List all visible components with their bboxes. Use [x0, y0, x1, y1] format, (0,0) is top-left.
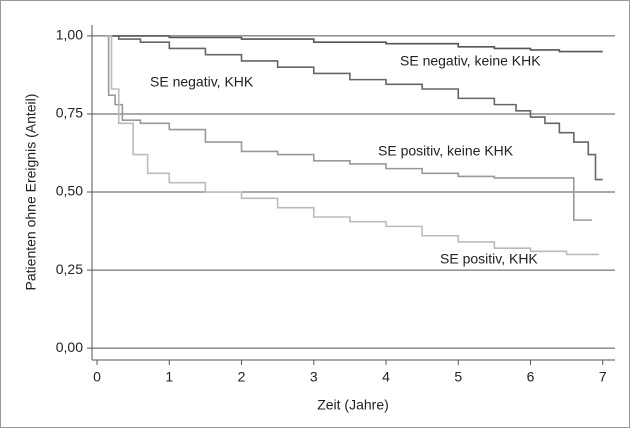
- x-tick-label: 7: [599, 369, 607, 385]
- km-curve: [107, 35, 603, 53]
- km-curve: [107, 35, 600, 256]
- x-tick-label: 4: [382, 369, 390, 385]
- x-axis-label: Zeit (Jahre): [317, 397, 389, 413]
- y-tick-label: 0,25: [56, 261, 83, 277]
- y-tick-label: 0,50: [56, 183, 83, 199]
- x-tick-label: 3: [310, 369, 318, 385]
- km-curve: [107, 35, 592, 221]
- y-tick-label: 0,00: [56, 339, 83, 355]
- x-tick-label: 0: [93, 369, 101, 385]
- x-tick-label: 5: [454, 369, 462, 385]
- km-curve: [107, 35, 603, 181]
- legend-label: SE negativ, KHK: [150, 74, 254, 90]
- x-tick-label: 6: [527, 369, 535, 385]
- x-tick-label: 1: [165, 369, 173, 385]
- x-tick-label: 2: [238, 369, 246, 385]
- y-tick-label: 0,75: [56, 105, 83, 121]
- y-tick-label: 1,00: [56, 27, 83, 43]
- legend-label: SE negativ, keine KHK: [400, 53, 541, 69]
- legend-label: SE positiv, KHK: [440, 251, 538, 267]
- legend-label: SE positiv, keine KHK: [378, 143, 514, 159]
- y-axis-label: Patienten ohne Ereignis (Anteil): [23, 94, 39, 291]
